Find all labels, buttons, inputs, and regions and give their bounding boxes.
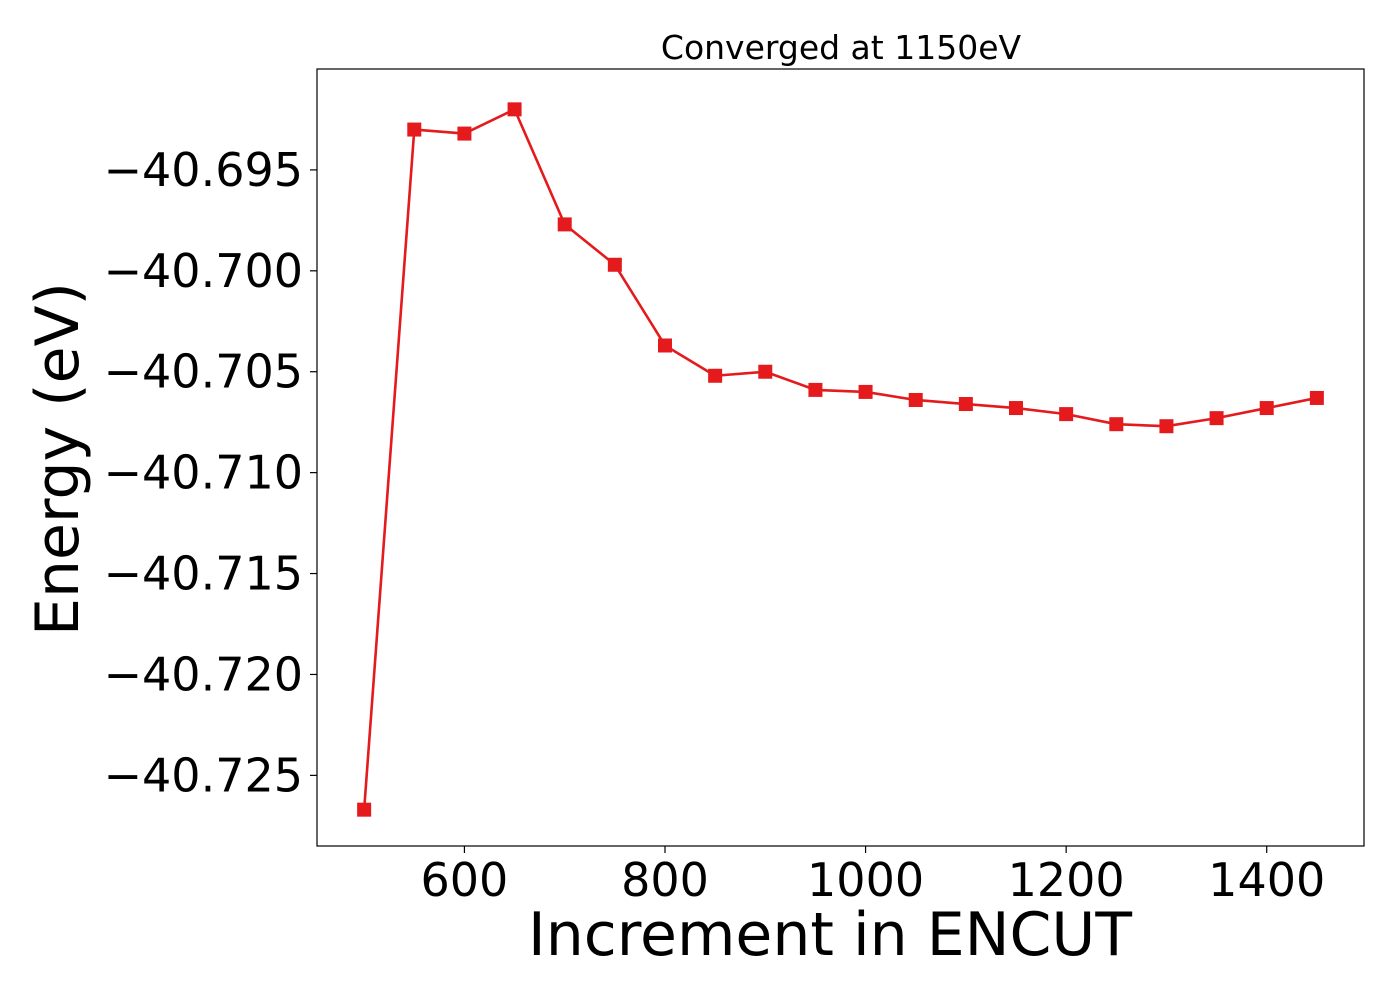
y-tick-label: −40.715 <box>104 547 304 601</box>
data-point-marker <box>658 338 672 353</box>
x-tick-label: 600 <box>421 853 509 907</box>
data-point-marker <box>858 384 873 399</box>
data-point-marker <box>1209 411 1224 426</box>
x-axis-label: Increment in ENCUT <box>528 900 1132 970</box>
x-tick-label: 1400 <box>1208 853 1325 907</box>
data-point-marker <box>407 122 422 137</box>
data-point-marker <box>1259 401 1274 416</box>
series-line <box>362 108 1318 810</box>
data-point-marker <box>1159 419 1174 434</box>
data-point-marker <box>708 368 723 383</box>
data-point-marker <box>908 392 923 407</box>
series-layer <box>357 102 1324 817</box>
y-tick-label: −40.700 <box>104 244 304 298</box>
x-tick-label: 800 <box>621 853 709 907</box>
y-tick-label: −40.720 <box>104 647 304 701</box>
y-tick-label: −40.695 <box>104 143 304 197</box>
y-axis-ticks: −40.695 −40.700 −40.705 −40.710 −40.715 −40.7… <box>104 143 317 802</box>
data-point-marker <box>1059 407 1074 422</box>
y-tick-label: −40.705 <box>104 345 304 399</box>
data-point-marker <box>1009 401 1023 416</box>
data-point-marker <box>1309 390 1324 405</box>
y-tick-label: −40.710 <box>104 446 304 500</box>
plot-frame <box>316 68 1365 847</box>
data-point-marker <box>958 397 973 412</box>
x-axis-ticks: 600 800 1000 1200 1400 <box>421 846 1325 907</box>
data-point-marker <box>557 217 572 232</box>
data-point-marker <box>457 126 472 141</box>
y-axis-label: Energy (eV) <box>23 282 93 636</box>
x-tick-label: 1200 <box>1008 853 1125 907</box>
data-point-marker <box>507 102 522 117</box>
data-point-marker <box>758 364 773 379</box>
y-tick-label: −40.725 <box>104 748 304 802</box>
data-point-marker <box>808 382 823 397</box>
data-point-marker <box>357 802 372 817</box>
x-tick-label: 1000 <box>807 853 924 907</box>
chart-title: Converged at 1150eV <box>661 28 1022 67</box>
data-point-marker <box>1109 417 1124 432</box>
data-point-marker <box>607 257 622 272</box>
